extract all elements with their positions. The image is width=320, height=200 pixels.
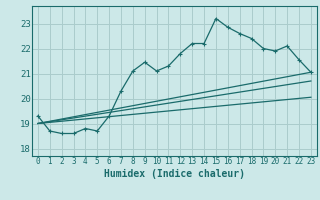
X-axis label: Humidex (Indice chaleur): Humidex (Indice chaleur)	[104, 169, 245, 179]
